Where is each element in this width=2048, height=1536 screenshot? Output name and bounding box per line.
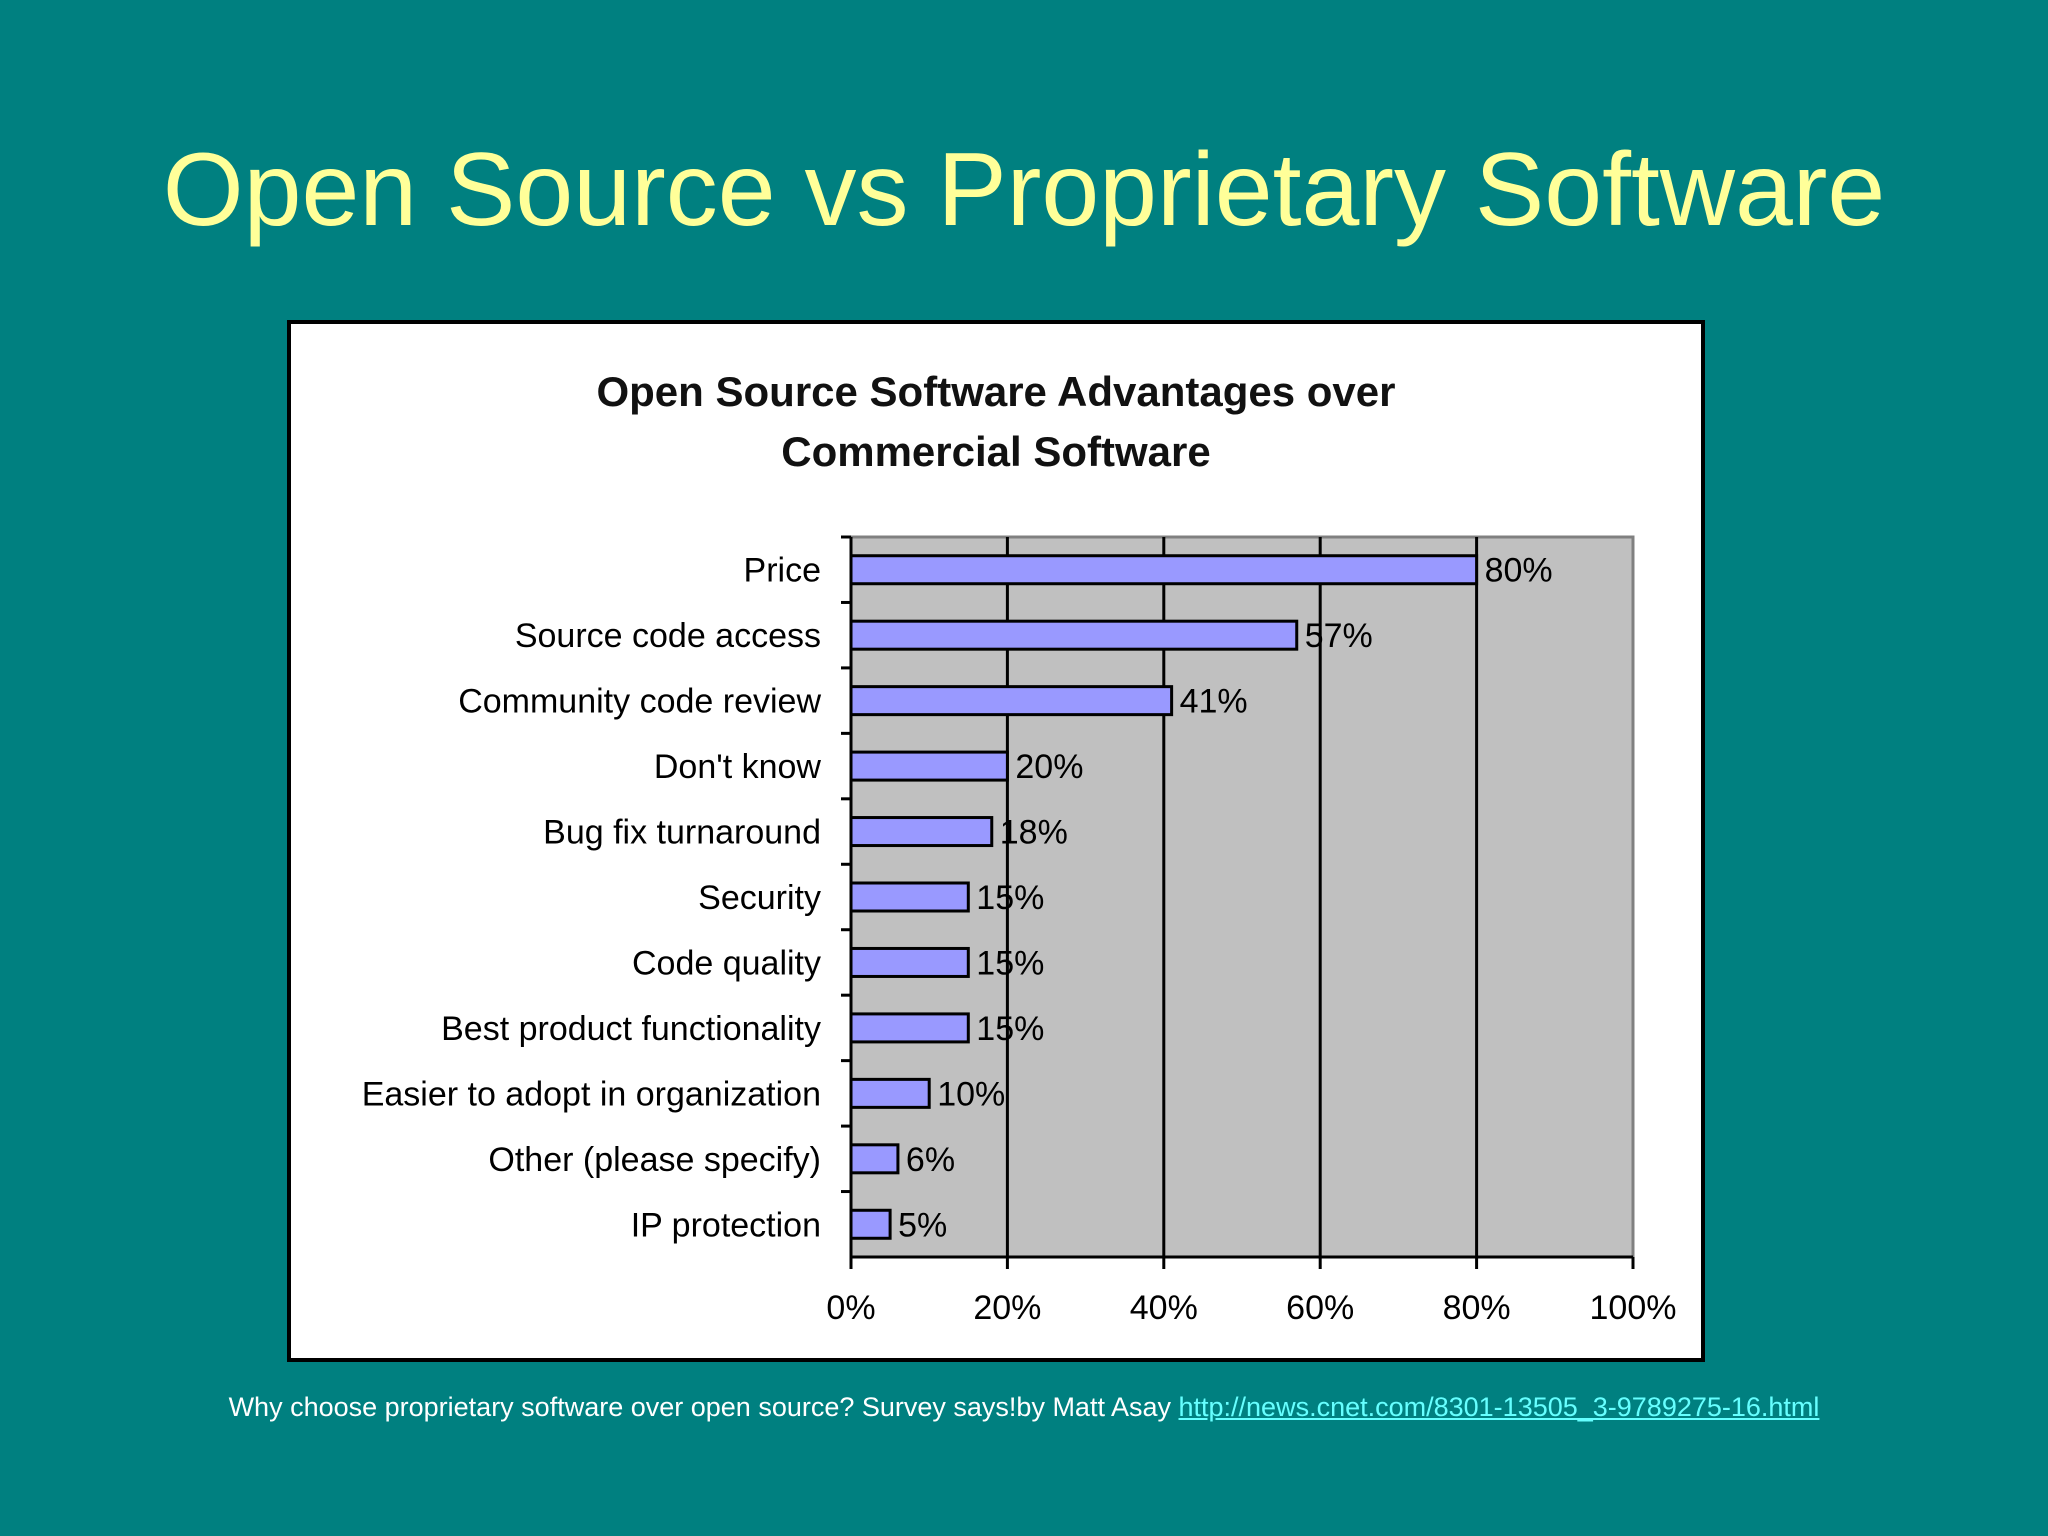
bar [849, 881, 970, 913]
data-label: 20% [1015, 748, 1083, 786]
chart-title-line-1: Open Source Software Advantages over [596, 368, 1396, 415]
bar [849, 685, 1174, 717]
data-label: 57% [1305, 617, 1373, 655]
category-label: IP protection [631, 1206, 821, 1244]
source-link[interactable]: http://news.cnet.com/8301-13505_3-978927… [1178, 1392, 1820, 1422]
slide-title: Open Source vs Proprietary Software [162, 132, 1886, 248]
category-label: Don't know [654, 748, 822, 786]
x-tick-label: 80% [1443, 1289, 1511, 1327]
category-label: Easier to adopt in organization [362, 1075, 821, 1113]
x-tick-label: 100% [1590, 1289, 1677, 1327]
category-label: Community code review [458, 683, 821, 721]
chart-frame: Open Source Software Advantages over Com… [287, 320, 1705, 1362]
data-label: 15% [976, 1010, 1044, 1048]
data-label: 5% [898, 1206, 947, 1244]
bar [849, 1077, 931, 1109]
data-label: 80% [1485, 552, 1553, 590]
data-label: 15% [976, 944, 1044, 982]
chart-title: Open Source Software Advantages over Com… [291, 362, 1701, 482]
bar [849, 1143, 900, 1175]
footer-text: Why choose proprietary software over ope… [228, 1392, 1179, 1422]
bar [849, 554, 1479, 586]
x-tick-label: 40% [1130, 1289, 1198, 1327]
bar [849, 1012, 970, 1044]
plot-area [849, 535, 1635, 1259]
data-label: 41% [1180, 683, 1248, 721]
bar [849, 750, 1009, 782]
bar [849, 619, 1299, 651]
bar [849, 816, 994, 848]
source-footer: Why choose proprietary software over ope… [0, 1392, 2048, 1423]
bar [849, 1208, 892, 1240]
x-tick-label: 60% [1286, 1289, 1354, 1327]
category-label: Code quality [632, 944, 821, 982]
chart-title-line-2: Commercial Software [781, 428, 1211, 475]
bar [849, 946, 970, 978]
category-label: Price [744, 552, 821, 590]
category-label: Bug fix turnaround [543, 814, 821, 852]
category-label: Other (please specify) [488, 1141, 821, 1179]
category-label: Best product functionality [441, 1010, 821, 1048]
category-label: Security [698, 879, 821, 917]
x-tick-label: 20% [973, 1289, 1041, 1327]
data-label: 15% [976, 879, 1044, 917]
data-label: 10% [937, 1075, 1005, 1113]
data-label: 18% [1000, 814, 1068, 852]
x-tick-label: 0% [826, 1289, 875, 1327]
data-label: 6% [906, 1141, 955, 1179]
bar-chart: 0% 20% 40% 60% 80% 100% Price 80% Source code ac… [362, 535, 1677, 1327]
category-label: Source code access [515, 617, 821, 655]
